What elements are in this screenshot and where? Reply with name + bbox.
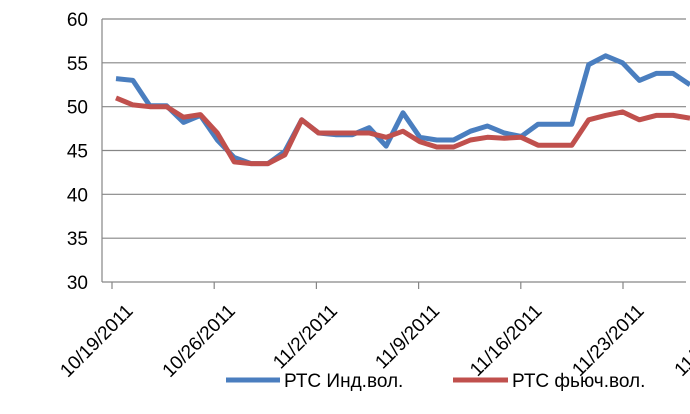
legend-label: РТС Инд.вол. bbox=[284, 371, 403, 392]
series-line-0 bbox=[115, 53, 690, 167]
x-tick-label: 11/2/2011 bbox=[269, 301, 342, 374]
y-tick-label: 60 bbox=[67, 10, 88, 31]
y-tick-label: 50 bbox=[67, 98, 88, 119]
x-tick-label: 11/16/2011 bbox=[466, 301, 546, 381]
y-tick-label: 35 bbox=[67, 229, 88, 250]
x-tick-label: 10/26/2011 bbox=[159, 301, 240, 382]
y-tick-label: 40 bbox=[67, 185, 88, 206]
series-line-1 bbox=[115, 95, 690, 167]
y-tick-label: 30 bbox=[67, 273, 88, 294]
x-tick-label: 11/30/2011 bbox=[671, 301, 690, 381]
gridlines bbox=[102, 18, 686, 239]
y-tick-label: 55 bbox=[67, 54, 88, 75]
legend: РТС Инд.вол. РТС фьюч.вол. bbox=[226, 371, 645, 392]
axes: 30 35 40 45 50 55 60 10/19/2011 10/26/2011 11/2/2… bbox=[56, 10, 690, 382]
y-tick-label: 45 bbox=[67, 142, 88, 163]
legend-label: РТС фьюч.вол. bbox=[512, 371, 645, 392]
series-lines bbox=[115, 53, 690, 167]
x-tick-label: 10/19/2011 bbox=[56, 301, 137, 382]
x-tick-label: 11/23/2011 bbox=[568, 301, 648, 381]
x-tick-label: 11/9/2011 bbox=[372, 301, 445, 374]
